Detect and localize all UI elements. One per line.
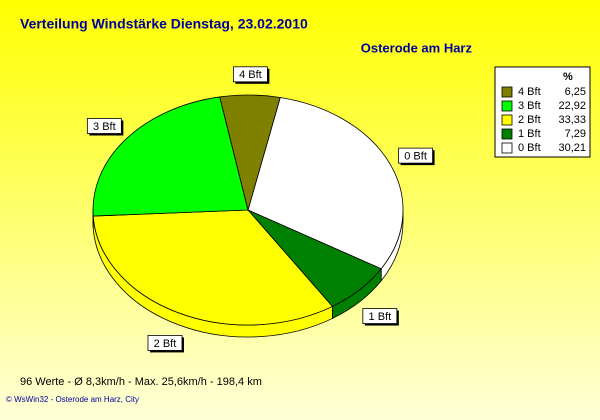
slice <box>219 94 281 212</box>
legend-swatch <box>501 100 513 112</box>
pie: 0 Bft 1 Bft 2 Bft 3 Bft 4 Bft <box>86 66 435 353</box>
label-box <box>398 147 433 164</box>
label-box <box>232 66 268 83</box>
legend-swatch <box>501 128 513 140</box>
legend: % 4 Bft 6,25 3 Bft 22,92 2 Bft 33,33 1 Bft 7,29… <box>494 66 591 158</box>
slice-label: 4 Bft <box>239 69 262 81</box>
slice-label: 1 Bft <box>369 311 392 323</box>
slice <box>92 209 334 326</box>
legend-value: 30,21 <box>558 142 586 154</box>
slice-label: 0 Bft <box>404 151 427 163</box>
legend-label: 4 Bft <box>518 86 541 98</box>
legend-label: 3 Bft <box>518 100 541 112</box>
legend-title: % <box>563 71 573 83</box>
credit: © WsWin32 - Osterode am Harz, City <box>6 395 139 404</box>
label-box <box>147 335 183 351</box>
legend-swatch <box>501 86 513 98</box>
legend-value: 22,92 <box>558 100 586 112</box>
chart-subtitle: Osterode am Harz <box>361 40 473 55</box>
legend-label: 1 Bft <box>518 128 541 140</box>
legend-value: 6,25 <box>565 86 586 98</box>
legend-swatch <box>501 114 513 126</box>
legend-label: 0 Bft <box>518 142 541 154</box>
label-box <box>362 308 398 324</box>
label-box <box>86 118 122 134</box>
footer: 96 Werte - Ø 8,3km/h - Max. 25,6km/h - 1… <box>20 376 262 388</box>
legend-value: 7,29 <box>565 128 586 140</box>
slice <box>247 97 404 270</box>
legend-swatch <box>501 142 513 154</box>
legend-value: 33,33 <box>558 114 586 126</box>
slice-label: 3 Bft <box>93 121 116 133</box>
legend-label: 2 Bft <box>518 114 541 126</box>
chart-title: Verteilung Windstärke Dienstag, 23.02.20… <box>20 16 308 32</box>
slice <box>92 96 249 217</box>
slice-label: 2 Bft <box>154 338 177 350</box>
legend-box <box>494 66 591 158</box>
